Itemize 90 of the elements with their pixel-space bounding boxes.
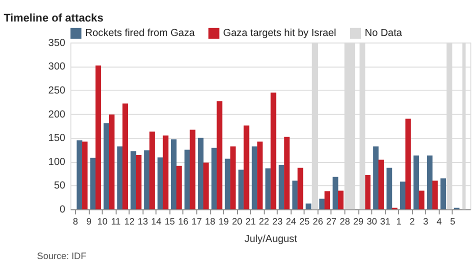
bar xyxy=(211,148,217,210)
bar xyxy=(158,157,164,210)
y-tick-label: 200 xyxy=(48,109,66,120)
y-tick-label: 250 xyxy=(48,85,66,96)
bar xyxy=(257,142,263,210)
bar xyxy=(306,204,312,210)
x-tick-label: 8 xyxy=(72,216,78,227)
x-tick-label: 18 xyxy=(205,216,216,227)
legend-label: No Data xyxy=(364,28,402,40)
x-tick-label: 26 xyxy=(312,216,324,227)
y-tick-label: 100 xyxy=(48,156,66,168)
bar xyxy=(82,142,88,210)
x-tick-label: 10 xyxy=(97,216,108,227)
y-tick-label: 0 xyxy=(60,204,66,216)
bar xyxy=(176,166,182,210)
legend-label: Rockets fired from Gaza xyxy=(85,28,196,40)
x-tick-label: 22 xyxy=(258,216,270,227)
x-tick-label: 16 xyxy=(178,216,188,227)
bar xyxy=(338,190,344,210)
bar xyxy=(252,146,258,210)
bar xyxy=(373,146,379,210)
bar xyxy=(230,146,236,210)
x-tick-label: 1 xyxy=(396,216,402,227)
bar xyxy=(400,182,406,210)
bar xyxy=(171,139,177,210)
bar xyxy=(184,150,190,210)
bar xyxy=(432,180,438,210)
bar xyxy=(378,160,384,210)
y-tick-label: 300 xyxy=(48,62,66,73)
bar xyxy=(130,151,136,210)
bar xyxy=(418,190,424,210)
bar xyxy=(190,130,196,210)
bar xyxy=(413,155,420,210)
chart-title: Timeline of attacks xyxy=(4,12,104,24)
bar xyxy=(108,114,115,210)
bar xyxy=(319,198,325,210)
bar xyxy=(117,146,123,210)
bar xyxy=(122,104,128,210)
x-tick-label: 25 xyxy=(299,216,310,227)
source-note: Source: IDF xyxy=(37,251,87,262)
x-tick-label: 11 xyxy=(111,216,121,227)
x-tick-label: 23 xyxy=(272,216,283,227)
bar xyxy=(284,136,290,210)
x-tick-label: 28 xyxy=(340,216,350,227)
bar xyxy=(149,132,155,210)
bar xyxy=(144,150,150,210)
bar xyxy=(292,180,298,210)
legend-label: Gaza targets hit by Israel xyxy=(223,28,336,40)
bar xyxy=(203,162,209,210)
y-tick-label: 150 xyxy=(48,133,66,144)
y-tick-label: 350 xyxy=(48,38,66,49)
bar xyxy=(332,176,338,210)
bar xyxy=(426,155,433,210)
bar xyxy=(76,140,82,210)
x-tick-label: 4 xyxy=(436,216,442,227)
bar xyxy=(298,168,304,210)
bar xyxy=(324,191,330,210)
x-axis-title: July/August xyxy=(244,234,298,246)
bar xyxy=(104,123,110,210)
x-tick-label: 12 xyxy=(124,216,134,227)
x-tick-label: 21 xyxy=(245,216,256,227)
x-tick-label: 20 xyxy=(232,216,242,227)
bar xyxy=(244,125,250,210)
bar xyxy=(162,135,168,210)
bar xyxy=(238,170,244,210)
x-tick-label: 24 xyxy=(286,216,296,227)
bar xyxy=(136,154,142,210)
x-tick-label: 13 xyxy=(138,216,148,227)
bar xyxy=(216,101,222,210)
bar xyxy=(440,178,446,210)
bar xyxy=(364,174,370,210)
x-tick-label: 29 xyxy=(353,216,364,227)
bar xyxy=(386,168,392,210)
bar xyxy=(198,138,204,210)
x-tick-label: 15 xyxy=(164,216,175,227)
x-tick-label: 17 xyxy=(192,216,202,227)
x-tick-label: 30 xyxy=(366,216,377,227)
x-tick-label: 19 xyxy=(218,216,229,227)
x-tick-label: 9 xyxy=(86,216,92,227)
x-tick-label: 3 xyxy=(423,216,428,227)
x-tick-label: 14 xyxy=(151,216,162,227)
x-tick-label: 31 xyxy=(380,216,390,227)
y-tick-label: 50 xyxy=(54,180,66,192)
x-tick-label: 2 xyxy=(410,216,415,227)
x-tick-label: 5 xyxy=(450,216,456,227)
x-tick-label: 27 xyxy=(326,216,337,227)
bar xyxy=(90,158,96,210)
bar xyxy=(270,92,276,210)
bar xyxy=(405,118,411,210)
bar xyxy=(96,65,102,210)
